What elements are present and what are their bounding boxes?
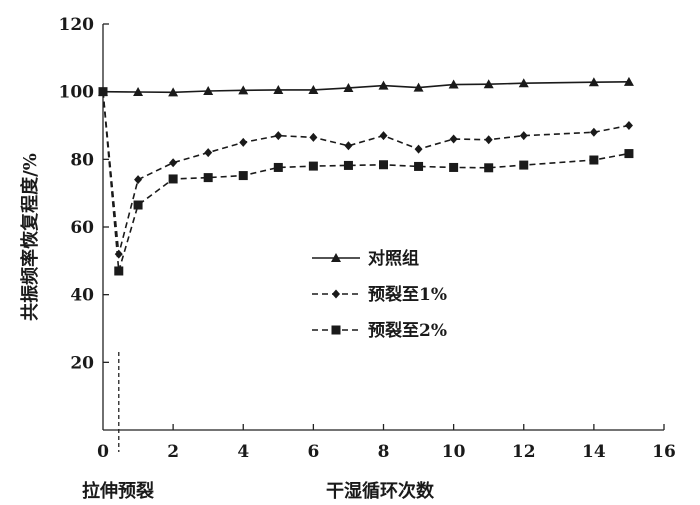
series-control (98, 76, 634, 97)
x-tick-label: 2 (167, 442, 179, 462)
diamond-marker (332, 289, 340, 299)
triangle-marker (308, 84, 319, 94)
diamond-marker (274, 131, 283, 141)
legend-label: 预裂至2% (368, 320, 447, 341)
y-tick-label: 120 (59, 15, 95, 35)
x-tick-label: 12 (512, 442, 536, 462)
square-marker (331, 325, 341, 335)
y-tick-label: 60 (70, 218, 94, 238)
triangle-marker (413, 82, 424, 92)
triangle-marker (168, 87, 179, 97)
y-tick-label: 100 (59, 83, 95, 103)
prestretch-annotation: 拉伸预裂 (82, 480, 154, 502)
legend-item-precrack-1: 预裂至1% (312, 284, 447, 305)
x-tick-label: 14 (582, 442, 606, 462)
y-axis-title: 共振频率恢复程度/% (19, 153, 41, 321)
legend-label: 对照组 (368, 248, 419, 269)
square-marker (589, 155, 599, 165)
triangle-marker (331, 253, 341, 262)
square-marker (203, 173, 213, 183)
x-tick-label: 16 (652, 442, 676, 462)
diamond-marker (414, 144, 423, 154)
triangle-marker (483, 79, 494, 89)
diamond-marker (134, 175, 143, 185)
diamond-marker (624, 121, 633, 130)
square-marker (273, 162, 283, 172)
diamond-marker (344, 141, 353, 151)
y-tick-label: 80 (70, 150, 94, 170)
x-tick-label: 4 (237, 442, 249, 462)
series-precrack-2 (98, 87, 634, 276)
triangle-marker (133, 87, 144, 97)
square-marker (414, 161, 424, 171)
series-line (102, 91, 630, 255)
diamond-marker (114, 249, 123, 259)
x-tick-label: 10 (442, 442, 466, 462)
square-marker (238, 171, 248, 181)
diamond-marker (589, 127, 598, 137)
series-line (102, 91, 630, 272)
triangle-marker (588, 77, 599, 87)
legend-item-control: 对照组 (312, 248, 419, 269)
diamond-marker (309, 132, 318, 142)
diamond-marker (239, 137, 248, 147)
square-marker (379, 160, 388, 170)
square-marker (168, 174, 178, 184)
triangle-marker (343, 82, 354, 92)
triangle-marker (518, 78, 529, 88)
square-marker (98, 87, 108, 97)
diamond-marker (519, 131, 528, 141)
x-tick-label: 8 (378, 442, 390, 462)
square-marker (114, 266, 124, 276)
x-axis-title: 干湿循环次数 (326, 480, 435, 502)
square-marker (624, 149, 634, 159)
legend-item-precrack-2: 预裂至2% (312, 320, 447, 341)
series-layer (98, 76, 634, 276)
triangle-marker (623, 76, 634, 86)
square-marker (308, 161, 318, 171)
y-tick-label: 40 (70, 286, 94, 306)
y-tick-label: 20 (70, 353, 94, 373)
x-tick-label: 6 (307, 442, 319, 462)
square-marker (519, 160, 529, 170)
triangle-marker (203, 85, 214, 95)
legend-label: 预裂至1% (368, 284, 447, 305)
square-marker (449, 162, 459, 172)
triangle-marker (448, 79, 459, 89)
x-tick-label: 0 (97, 442, 109, 462)
triangle-marker (378, 80, 389, 90)
series-line (102, 81, 629, 94)
square-marker (343, 160, 353, 170)
triangle-marker (238, 85, 249, 95)
diamond-marker (379, 131, 388, 141)
diamond-marker (204, 148, 213, 158)
axes: 20 40 60 80 100 120 0 2 4 6 8 10 12 14 16 (59, 15, 676, 462)
square-marker (133, 200, 143, 210)
triangle-marker (273, 84, 284, 94)
square-marker (484, 163, 494, 173)
diamond-marker (484, 135, 493, 145)
series-precrack-1 (99, 87, 633, 259)
diamond-marker (169, 158, 178, 168)
diamond-marker (449, 134, 458, 144)
